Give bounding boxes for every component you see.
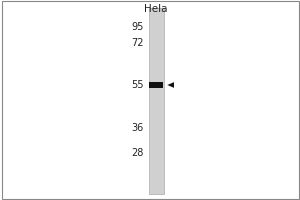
Text: 72: 72 <box>131 38 144 48</box>
Text: 36: 36 <box>132 123 144 133</box>
Polygon shape <box>167 82 174 88</box>
Text: Hela: Hela <box>144 4 168 14</box>
Text: 28: 28 <box>132 148 144 158</box>
Text: 55: 55 <box>131 80 144 90</box>
Bar <box>148 8 164 194</box>
Bar <box>149 82 163 88</box>
Text: 95: 95 <box>132 22 144 32</box>
